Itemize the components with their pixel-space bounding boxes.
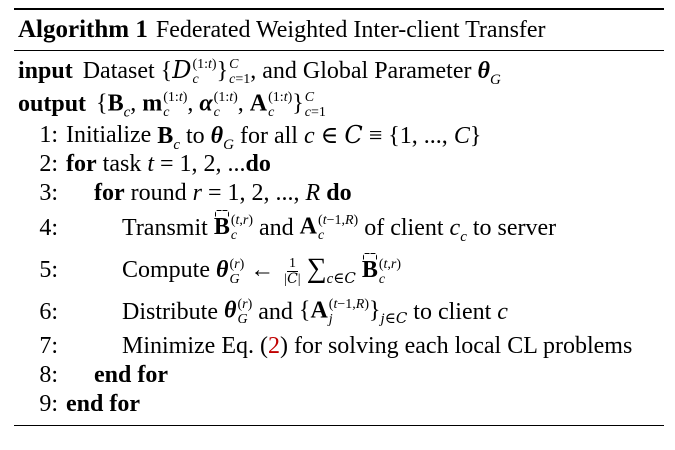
- line-number: 9:: [39, 391, 58, 417]
- line-math: t = 1, 2, ...: [147, 151, 246, 177]
- line-text: Minimize Eq. (: [122, 333, 268, 359]
- line-text: Compute: [122, 256, 210, 283]
- bottom-rule: [14, 425, 664, 426]
- algorithm-line-5: 5: Compute θ (r) G ← 1 |C| ∑c∈C B (t,r) c: [18, 248, 664, 292]
- line-mid: and: [259, 214, 294, 241]
- line-math-client: c: [497, 298, 508, 325]
- line-number: 4:: [39, 214, 58, 241]
- end-for-keyword: end for: [66, 391, 140, 417]
- output-keyword: output: [18, 91, 87, 117]
- line-tail-2: to server: [472, 214, 557, 241]
- input-keyword: input: [18, 58, 73, 84]
- line-number: 1:: [39, 122, 58, 148]
- for-keyword: for: [94, 180, 125, 206]
- algorithm-line-2: 2: for task t = 1, 2, ... do: [18, 150, 664, 179]
- line-math-a: A (t−1,R) c: [299, 213, 359, 243]
- equation-reference-link[interactable]: 2: [267, 333, 280, 359]
- do-keyword: do: [326, 180, 352, 206]
- line-text: task: [102, 151, 142, 177]
- line-math-client: cc: [449, 214, 467, 245]
- algorithm-line-1: 1: Initialize Bc to θG for all c ∈ C ≡ {…: [18, 121, 664, 153]
- input-text-global: , and Global Parameter: [250, 58, 472, 84]
- algorithm-line-9: 9: end for: [18, 390, 664, 419]
- line-math: Bc to θG for all c ∈ C ≡ {1, ..., C}: [157, 121, 482, 153]
- end-for-keyword: end for: [94, 362, 168, 388]
- line-text: round: [130, 180, 187, 206]
- algorithm-label: Algorithm 1: [18, 16, 148, 43]
- algorithm-line-6: 6: Distribute θ (r) G and {A (t−1,R) j}j∈C t…: [18, 292, 664, 332]
- line-math-theta: θ (r) G: [224, 297, 253, 327]
- line-tail: of client: [364, 214, 444, 241]
- input-theta-math: θG: [477, 58, 501, 88]
- line-math: r = 1, 2, ..., R: [192, 180, 321, 206]
- line-number: 3:: [39, 180, 58, 206]
- line-text: Distribute: [122, 298, 218, 325]
- algorithm-box: Algorithm 1 Federated Weighted Inter-cli…: [14, 8, 664, 426]
- line-text: Transmit: [122, 214, 208, 241]
- line-number: 7:: [39, 333, 58, 359]
- algorithm-line-4: 4: Transmit B (t,r) c and A (t−1,R) c of cli…: [18, 208, 664, 248]
- line-text: Initialize: [66, 122, 152, 148]
- line-number: 8:: [39, 362, 58, 388]
- line-tail: to client: [413, 298, 492, 325]
- line-number: 2:: [39, 151, 58, 177]
- top-rule: [14, 8, 664, 10]
- line-math-a: {A (t−1,R) j}j∈C: [298, 297, 408, 328]
- do-keyword: do: [245, 151, 271, 177]
- algorithm-line-3: 3: for round r = 1, 2, ..., R do: [18, 179, 664, 208]
- input-text-dataset: Dataset: [82, 58, 155, 84]
- line-math: θ (r) G ← 1 |C| ∑c∈C B (t,r) c: [216, 253, 402, 288]
- line-tail: ) for solving each local CL problems: [279, 333, 633, 359]
- line-mid: and: [258, 298, 293, 325]
- algorithm-title: Federated Weighted Inter-client Transfer: [155, 16, 546, 43]
- for-keyword: for: [66, 151, 97, 177]
- line-number: 5:: [39, 256, 58, 283]
- algorithm-line-8: 8: end for: [18, 361, 664, 390]
- line-math-b-hat: B (t,r) c: [213, 213, 254, 243]
- title-rule: [14, 50, 664, 51]
- algorithm-title-row: Algorithm 1 Federated Weighted Inter-cli…: [14, 10, 664, 50]
- line-number: 6:: [39, 298, 58, 325]
- algorithm-line-7: 7: Minimize Eq. (2) for solving each loc…: [18, 332, 664, 361]
